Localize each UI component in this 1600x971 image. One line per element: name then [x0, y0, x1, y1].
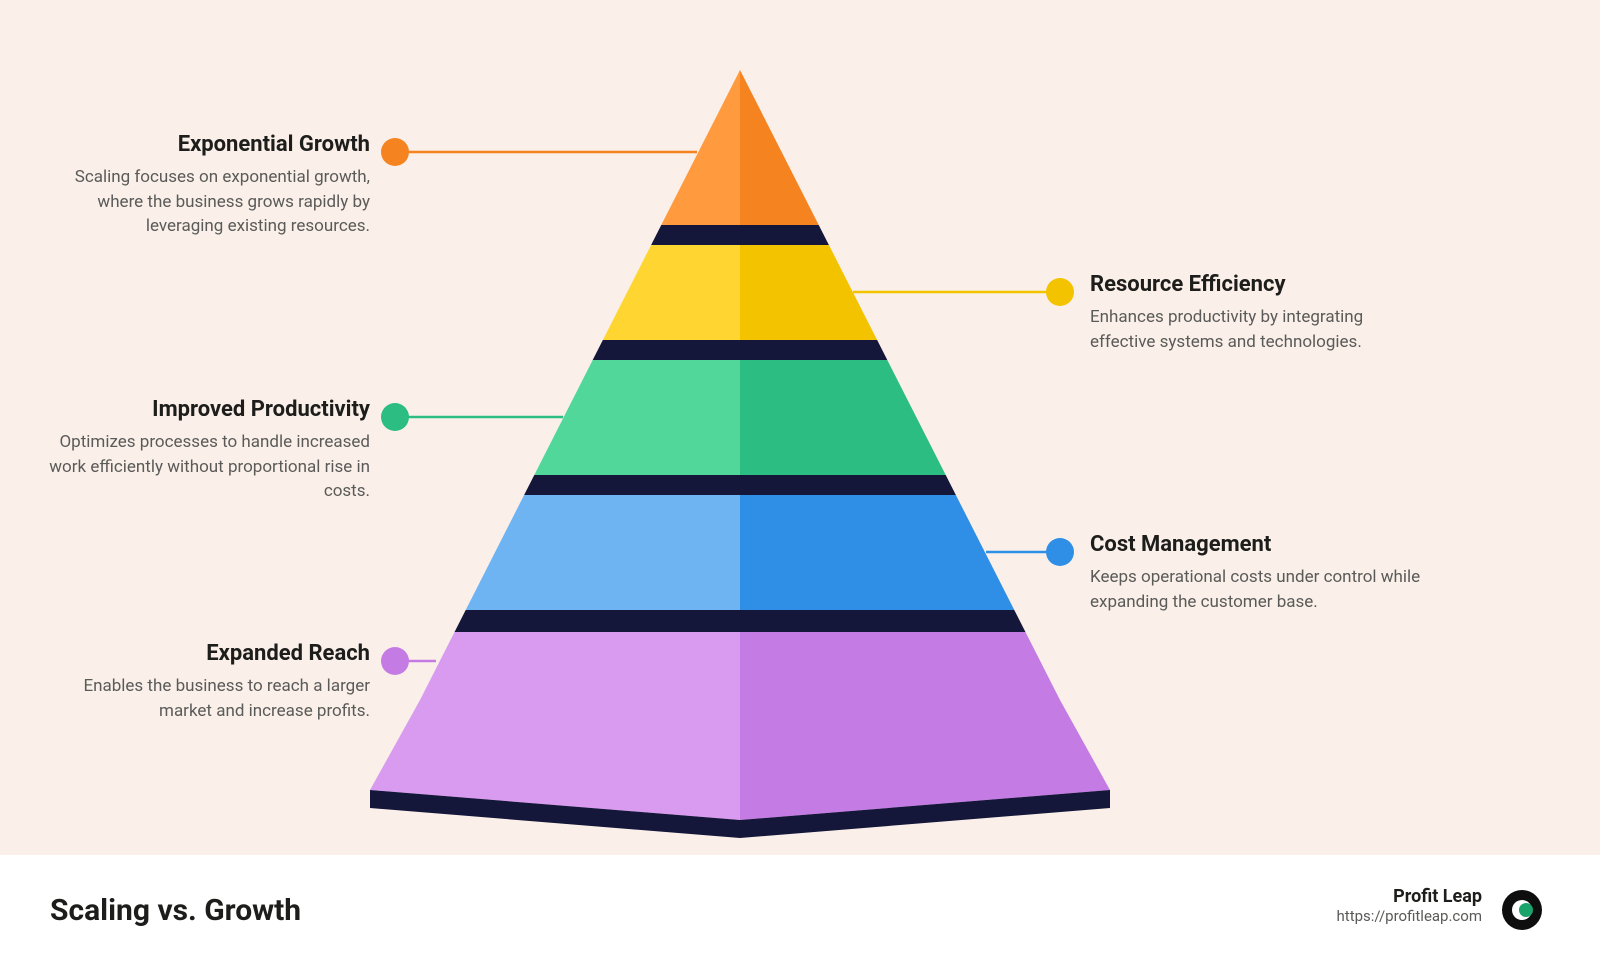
pyramid-tier-3-left	[534, 360, 740, 475]
pyramid-gap-1b	[651, 225, 829, 245]
callout-5-title: Expanded Reach	[30, 641, 370, 666]
callout-1: Exponential Growth Scaling focuses on ex…	[30, 132, 370, 239]
pyramid-tier-4-left	[466, 495, 740, 610]
callout-5: Expanded Reach Enables the business to r…	[30, 641, 370, 723]
pyramid-tier-2-left	[603, 245, 740, 340]
brand-logo-icon	[1500, 888, 1544, 932]
pyramid-tier-5-left	[420, 632, 740, 700]
footer-title: Scaling vs. Growth	[50, 893, 301, 928]
pyramid-gap-4	[455, 610, 1026, 632]
callout-1-desc: Scaling focuses on exponential growth, w…	[30, 165, 370, 239]
callout-3: Improved Productivity Optimizes processe…	[30, 397, 370, 504]
callout-3-desc: Optimizes processes to handle increased …	[30, 430, 370, 504]
pyramid-tier-1-left	[661, 70, 740, 225]
dot-2	[1046, 278, 1074, 306]
dot-4	[1046, 538, 1074, 566]
pyramid-tier-3-right	[740, 360, 946, 475]
callout-2: Resource Efficiency Enhances productivit…	[1090, 272, 1430, 354]
pyramid-gap-3	[524, 475, 956, 495]
callout-5-desc: Enables the business to reach a larger m…	[30, 674, 370, 723]
pyramid-tier-1-right	[740, 70, 819, 225]
pyramid-tier-4-right	[740, 495, 1014, 610]
callout-2-title: Resource Efficiency	[1090, 272, 1430, 297]
callout-3-title: Improved Productivity	[30, 397, 370, 422]
callout-1-title: Exponential Growth	[30, 132, 370, 157]
footer-org-url: https://profitleap.com	[1337, 907, 1482, 925]
dot-5	[381, 647, 409, 675]
footer-org: Profit Leap https://profitleap.com	[1337, 886, 1482, 925]
pyramid-tier-5-right	[740, 632, 1060, 700]
dot-1	[381, 138, 409, 166]
infographic-canvas: Exponential Growth Scaling focuses on ex…	[0, 0, 1600, 971]
pyramid-gap-2	[593, 340, 888, 360]
footer-org-name: Profit Leap	[1337, 886, 1482, 907]
callout-4-desc: Keeps operational costs under control wh…	[1090, 565, 1430, 614]
callout-4-title: Cost Management	[1090, 532, 1430, 557]
callout-4: Cost Management Keeps operational costs …	[1090, 532, 1430, 614]
dot-3	[381, 403, 409, 431]
callout-2-desc: Enhances productivity by integrating eff…	[1090, 305, 1430, 354]
